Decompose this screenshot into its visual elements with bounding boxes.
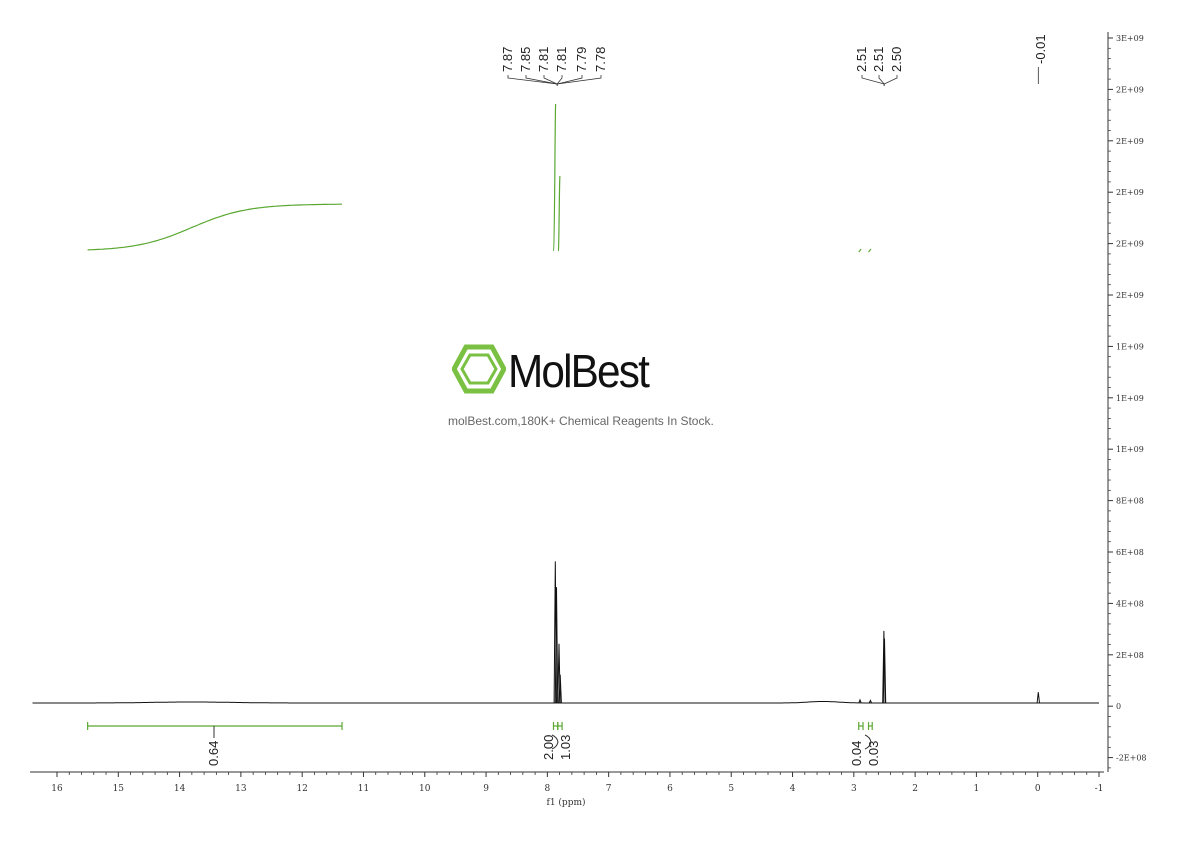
y-tick-label: 4E+08 [1116,599,1144,608]
x-tick-label: 1 [974,784,980,794]
spectrum-peak [858,698,862,704]
peak-label: 7.81 [554,47,569,72]
x-tick-label: 15 [113,784,125,794]
integral-curve [87,203,342,251]
x-tick-label: 14 [174,784,186,794]
peak-label-leader [883,75,898,85]
x-tick-label: 8 [544,784,550,794]
x-tick-label: 6 [667,784,673,794]
peak-label: 2.51 [854,47,869,72]
integral-brace [864,734,872,750]
peak-label-leader [557,75,602,85]
integral-brace [551,734,559,750]
x-tick-label: 0 [1035,784,1041,794]
y-tick-label: 1E+09 [1116,445,1144,454]
peak-label-leader [507,75,558,85]
y-tick-label: 2E+09 [1116,137,1144,146]
peak-label-leader [557,75,583,85]
y-tick-label: 2E+08 [1116,651,1144,660]
peak-label-layer: 0.64 2.00 1.03 0.04 0.037.87 7.85 7.81 7.81 7.79… [206,34,1048,766]
x-tick-label: 10 [419,784,431,794]
integral-value-label: 2.00 [541,735,556,760]
integral-curve [868,248,872,253]
y-tick-label: 1E+09 [1116,342,1144,351]
y-tick-label: 1E+09 [1116,394,1144,403]
peak-label-leader [543,75,558,85]
peak-label: 7.87 [500,47,515,72]
x-tick-label: 11 [358,784,369,794]
spectrum-peak [868,699,873,704]
chart-axes: 16 15 14 13 12 11 10 9 8 7 6 5 4 3 2 1 0 -13E+092E+092E+0… [30,32,1147,794]
peak-label: 7.78 [593,47,608,72]
peak-label: 7.79 [574,47,589,72]
peak-label-leader [878,75,885,85]
y-tick-label: 2E+09 [1116,291,1144,300]
peak-label: 2.51 [871,47,886,72]
watermark-tagline: molBest.com,180K+ Chemical Reagents In S… [448,414,714,428]
x-tick-label: 3 [851,784,857,794]
x-tick-label: 5 [728,784,734,794]
x-tick-label: 2 [912,784,918,794]
spectrum-peak [554,587,559,704]
y-tick-label: 0 [1116,702,1121,711]
y-tick-label: 8E+08 [1116,497,1144,506]
integral-value-label: 0.04 [849,741,864,766]
peak-label-leader [556,75,563,85]
integral-curve [557,175,561,252]
x-tick-label: 13 [235,784,247,794]
integral-value-label: 1.03 [558,735,573,760]
y-tick-label: 2E+09 [1116,85,1144,94]
peak-label: -0.01 [1033,34,1048,64]
watermark-brand: MolBest [508,345,650,397]
x-axis-label: f1 (ppm) [547,797,586,808]
x-tick-label: 9 [483,784,489,794]
x-tick-label: 12 [296,784,307,794]
integral-layer [87,103,873,730]
integral-value-label: 0.64 [206,741,221,766]
integral-value-label: 0.03 [866,741,881,766]
spectrum-layer [32,561,1099,704]
x-tick-label: -1 [1095,784,1104,794]
spectrum-baseline [32,701,1099,704]
x-tick-label: 16 [51,784,63,794]
peak-label-leader [861,75,885,85]
molbest-logo-icon [452,344,506,394]
spectrum-peak [882,638,887,704]
y-tick-label: 2E+09 [1116,188,1144,197]
spectrum-peak [1036,692,1040,704]
integral-curve [858,248,862,253]
peak-label: 7.85 [518,47,533,72]
integral-curve [552,103,557,252]
peak-label: 2.50 [889,47,904,72]
x-tick-label: 4 [790,784,796,794]
x-tick-label: 7 [606,784,612,794]
y-tick-label: 2E+09 [1116,240,1144,249]
spectrum-peak [558,674,562,704]
spectrum-peak [882,630,886,704]
y-tick-label: -2E+08 [1116,754,1147,763]
peak-label-leader [525,75,558,85]
y-tick-label: 3E+09 [1116,34,1144,43]
peak-label: 7.81 [536,47,551,72]
y-tick-label: 6E+08 [1116,548,1144,557]
